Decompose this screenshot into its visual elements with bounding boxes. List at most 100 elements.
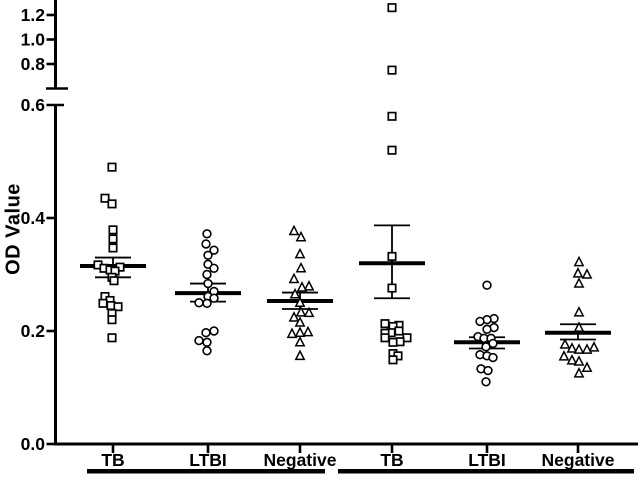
data-point-square — [387, 283, 397, 293]
data-point-square — [394, 326, 404, 336]
group-negative-left — [267, 224, 333, 361]
data-point-triangle — [286, 327, 298, 339]
data-point-square — [100, 193, 110, 203]
data-point-circle — [481, 377, 491, 387]
data-point-circle — [202, 346, 212, 356]
data-point-triangle — [294, 247, 306, 259]
data-point-circle — [209, 245, 219, 255]
group-negative-right — [545, 255, 611, 378]
data-point-triangle — [295, 306, 307, 317]
y-tick-label: 1.2 — [21, 5, 46, 25]
data-point-triangle — [558, 350, 570, 361]
data-point-square — [380, 319, 390, 329]
x-tick-label: Negative — [542, 450, 615, 470]
data-point-square — [388, 355, 398, 365]
data-point-triangle — [303, 306, 315, 318]
group-ltbi-right — [454, 280, 520, 387]
data-point-triangle — [295, 261, 307, 273]
group-ltbi-left — [175, 229, 241, 356]
data-point-circle — [482, 280, 492, 290]
data-point-circle — [488, 352, 498, 363]
data-point-triangle — [573, 255, 585, 267]
data-point-circle — [203, 250, 213, 260]
data-point-triangle — [581, 343, 593, 354]
data-point-circle — [194, 335, 204, 346]
group-tb-right — [359, 3, 425, 365]
data-point-circle — [203, 278, 213, 289]
data-point-circle — [194, 298, 204, 308]
x-tick-labels: TB LTBI Negative TB LTBI Negative — [101, 444, 615, 470]
data-point-circle — [201, 239, 211, 249]
x-tick-label: TB — [101, 450, 124, 470]
data-point-triangle — [581, 361, 593, 372]
data-point-triangle — [588, 341, 600, 352]
data-point-triangle — [573, 321, 585, 332]
data-point-circle — [481, 342, 491, 352]
cohort-brackets — [87, 469, 634, 474]
data-point-triangle — [294, 349, 306, 361]
data-point-square — [108, 234, 118, 244]
data-point-square — [387, 251, 397, 261]
axes — [46, 0, 638, 446]
x-tick-label: Negative — [264, 450, 337, 470]
data-point-square — [108, 243, 118, 253]
y-tick-labels: 0.0 0.2 0.4 0.6 0.8 1.0 1.2 — [21, 5, 64, 454]
data-point-square — [107, 162, 117, 172]
data-point-circle — [483, 365, 493, 376]
data-point-circle — [201, 327, 211, 338]
data-point-square — [387, 65, 397, 75]
data-point-square — [113, 302, 123, 312]
data-point-triangle — [289, 287, 301, 299]
data-point-triangle — [296, 281, 308, 292]
data-point-triangle — [573, 306, 585, 317]
x-tick-label: LTBI — [189, 450, 227, 470]
data-point-triangle — [295, 230, 307, 242]
y-tick-label: 0.8 — [21, 54, 46, 74]
y-tick-label: 0.4 — [21, 208, 46, 228]
data-point-square — [107, 315, 117, 325]
data-point-triangle — [573, 277, 585, 288]
x-tick-label: LTBI — [468, 450, 506, 470]
data-point-circle — [202, 229, 212, 239]
data-point-circle — [209, 263, 219, 273]
y-tick-label: 0.2 — [21, 321, 46, 341]
data-point-square — [380, 333, 390, 343]
data-point-triangle — [559, 338, 571, 349]
data-point-square — [388, 337, 398, 347]
data-point-triangle — [294, 316, 306, 327]
y-axis-title: OD Value — [2, 183, 25, 275]
data-point-triangle — [573, 343, 585, 354]
data-point-triangle — [302, 325, 314, 337]
data-point-triangle — [572, 267, 584, 278]
data-point-circle — [482, 324, 492, 335]
data-point-square — [107, 199, 117, 209]
data-point-circle — [202, 269, 212, 280]
group-tb-left — [80, 162, 146, 343]
data-point-triangle — [288, 311, 300, 322]
data-point-circle — [202, 298, 212, 309]
data-point-triangle — [566, 342, 578, 353]
cohort-bracket — [338, 469, 634, 474]
y-tick-label: 1.0 — [21, 30, 46, 50]
data-point-square — [98, 298, 108, 308]
data-point-square — [387, 3, 397, 13]
data-point-triangle — [288, 224, 300, 236]
data-point-triangle — [288, 272, 300, 284]
data-point-triangle — [566, 354, 578, 365]
y-tick-label: 0.6 — [21, 95, 46, 115]
data-point-circle — [209, 326, 219, 336]
cohort-bracket — [87, 469, 325, 474]
x-tick-label: TB — [380, 450, 403, 470]
y-tick-label: 0.0 — [21, 434, 46, 454]
data-point-triangle — [303, 280, 315, 291]
data-point-circle — [202, 337, 212, 347]
data-point-triangle — [581, 268, 593, 279]
data-point-triangle — [294, 335, 306, 347]
data-point-square — [109, 276, 119, 286]
data-point-triangle — [573, 355, 585, 366]
data-point-triangle — [573, 367, 585, 378]
data-point-square — [387, 145, 397, 155]
data-point-square — [108, 225, 118, 235]
